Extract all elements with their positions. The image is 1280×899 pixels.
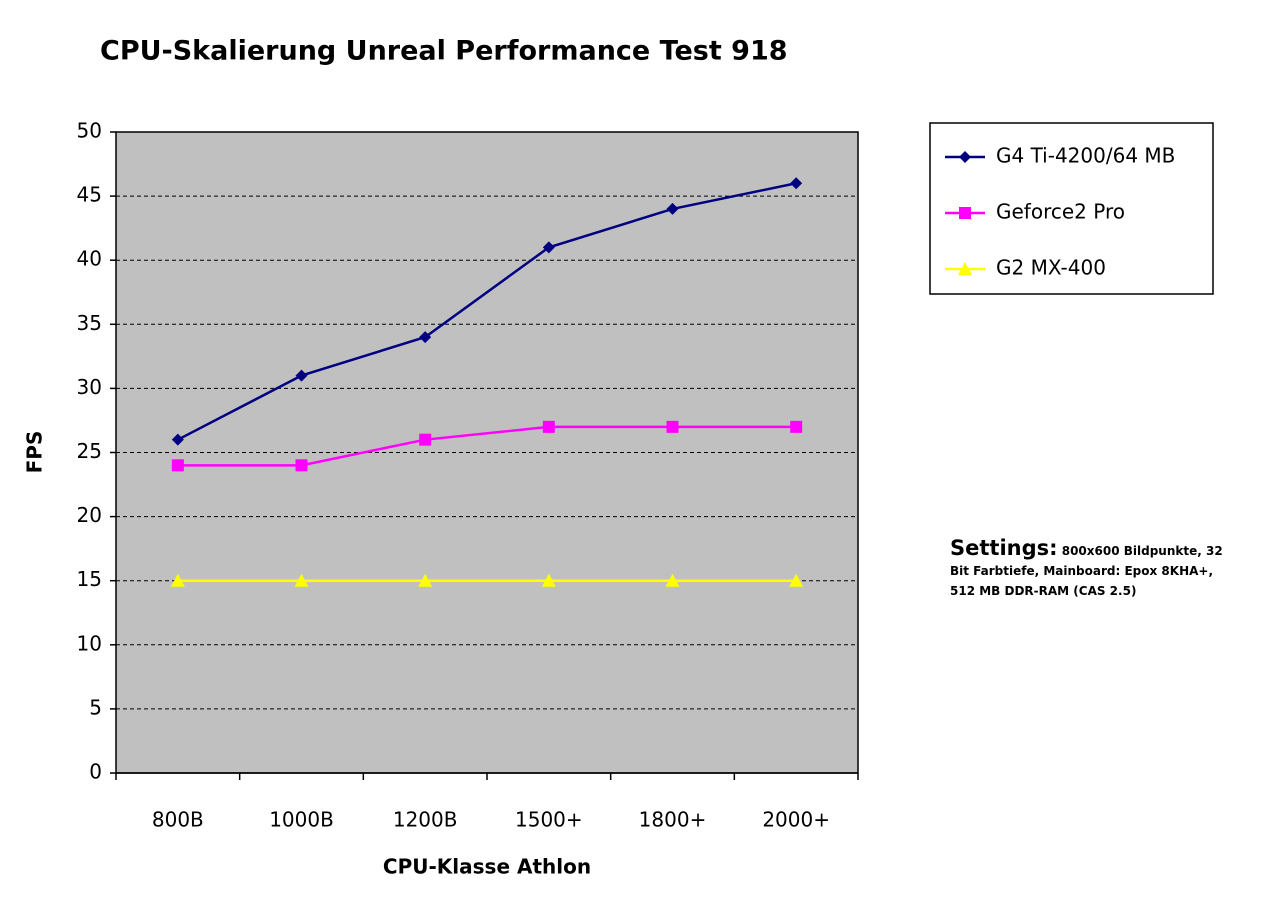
legend-label: G2 MX-400 — [996, 256, 1106, 280]
data-point — [171, 433, 184, 446]
y-tick-label: 15 — [77, 567, 102, 591]
data-point — [790, 420, 803, 433]
y-tick-label: 35 — [77, 311, 102, 335]
y-axis-label: FPS — [23, 431, 47, 474]
y-tick-label: 10 — [77, 631, 102, 655]
data-point — [419, 331, 432, 344]
annotation: Settings: 800x600 Bildpunkte, 32 Bit Far… — [950, 538, 1240, 601]
data-point — [419, 433, 432, 446]
x-tick-label: 1800+ — [639, 808, 707, 832]
data-point — [666, 202, 679, 215]
data-point — [542, 420, 555, 433]
data-point — [295, 369, 308, 382]
data-point — [542, 241, 555, 254]
data-point — [789, 573, 804, 587]
data-point — [295, 459, 308, 472]
y-tick-label: 30 — [77, 375, 102, 399]
data-point — [790, 177, 803, 190]
legend-label: G4 Ti-4200/64 MB — [996, 144, 1175, 168]
y-tick-label: 20 — [77, 503, 102, 527]
x-tick-label: 800B — [152, 808, 204, 832]
series-line — [177, 425, 797, 467]
x-axis-label: CPU-Klasse Athlon — [383, 855, 591, 879]
chart-title: CPU-Skalierung Unreal Performance Test 9… — [100, 36, 788, 67]
x-tick-label: 1500+ — [515, 808, 583, 832]
series-line — [177, 182, 797, 441]
data-point — [170, 573, 185, 587]
legend-marker — [959, 207, 971, 219]
y-tick-label: 5 — [89, 695, 102, 719]
legend-marker — [958, 262, 972, 275]
x-tick-label: 1000B — [269, 808, 334, 832]
x-tick-label: 2000+ — [762, 808, 830, 832]
annotation-text: 800x600 Bildpunkte, 32 Bit Farbtiefe, Ma… — [950, 544, 1223, 598]
legend-label: Geforce2 Pro — [996, 200, 1125, 224]
data-point — [171, 459, 184, 472]
data-point — [418, 573, 433, 587]
data-point — [666, 420, 679, 433]
legend-marker — [959, 151, 971, 163]
y-tick-label: 25 — [77, 439, 102, 463]
y-tick-label: 45 — [77, 183, 102, 207]
x-tick-label: 1200B — [393, 808, 458, 832]
data-point — [541, 573, 556, 587]
y-tick-label: 0 — [89, 760, 102, 784]
legend-box — [929, 122, 1214, 295]
y-tick-label: 40 — [77, 247, 102, 271]
annotation-title: Settings: — [950, 536, 1058, 560]
y-tick-label: 50 — [77, 119, 102, 143]
data-point — [294, 573, 309, 587]
data-point — [665, 573, 680, 587]
